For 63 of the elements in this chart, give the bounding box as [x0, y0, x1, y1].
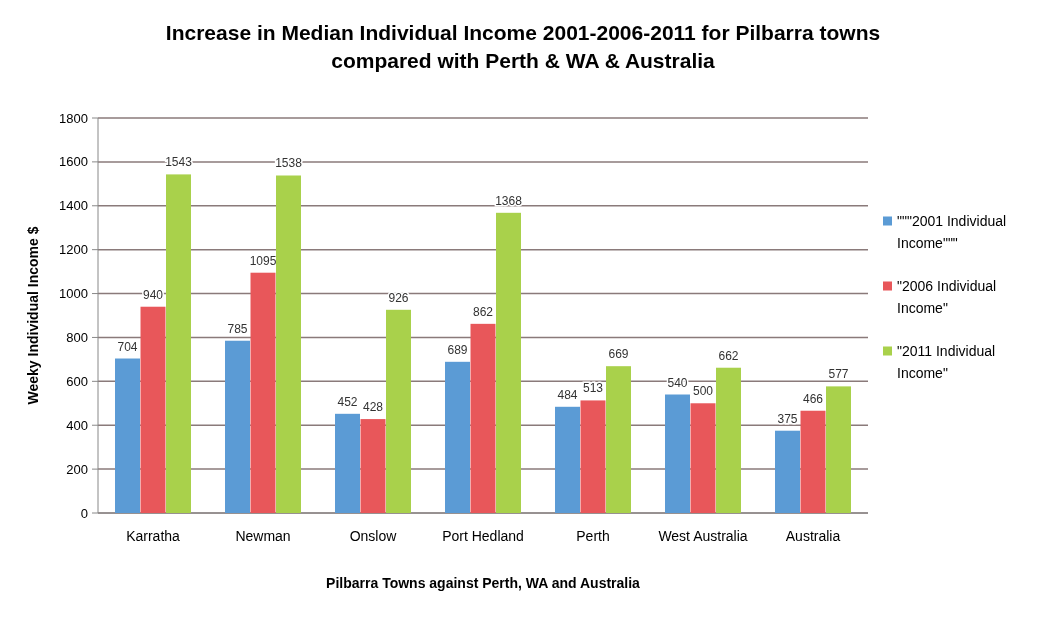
data-label: 704 [117, 339, 138, 354]
data-label: 513 [582, 381, 604, 396]
bar [140, 306, 166, 513]
bar [800, 410, 826, 513]
data-label: 669 [608, 347, 629, 362]
bar [606, 366, 631, 513]
data-label: 452 [337, 394, 358, 409]
data-label: 689 [447, 342, 468, 357]
data-label: 375 [777, 411, 798, 426]
legend-label: "2011 Individual Income" [897, 342, 996, 381]
bar [360, 419, 386, 513]
bar [225, 340, 250, 513]
data-label: 428 [362, 400, 384, 415]
data-label: 926 [388, 290, 409, 305]
data-label: 1543 [165, 155, 193, 170]
bar [775, 430, 800, 513]
y-tick-label: 1600 [59, 154, 88, 170]
y-tick-label: 0 [80, 505, 88, 521]
data-label: 1368 [495, 193, 523, 208]
y-tick-label: 400 [66, 417, 88, 433]
data-label: 500 [692, 384, 714, 399]
bar [386, 309, 411, 513]
y-tick-label: 1800 [59, 110, 88, 126]
bar [665, 394, 690, 513]
x-tick-label: Onslow [349, 528, 398, 544]
bar [250, 272, 276, 513]
y-tick-label: 1200 [59, 242, 88, 258]
bar [580, 400, 606, 513]
data-label: 785 [227, 321, 248, 336]
bar [555, 406, 580, 513]
bar [335, 413, 360, 513]
legend-label: """2001 Individual Income""" [897, 212, 1007, 251]
y-tick-label: 800 [66, 329, 88, 345]
data-label: 466 [802, 391, 824, 406]
x-tick-label: Karratha [126, 528, 181, 544]
data-label: 484 [557, 387, 578, 402]
y-axis-title: Weeky Individual Income $ [25, 226, 41, 405]
x-axis-title: Pilbarra Towns against Perth, WA and Australia [326, 575, 641, 591]
bar [826, 386, 851, 513]
bar [690, 403, 716, 513]
data-label: 1095 [249, 253, 277, 268]
y-tick-label: 1000 [59, 286, 88, 302]
x-tick-label: Newman [235, 528, 291, 544]
bar [166, 174, 191, 513]
data-label: 1538 [275, 156, 303, 171]
bar [716, 367, 741, 513]
y-tick-label: 1400 [59, 198, 88, 214]
y-tick-label: 600 [66, 373, 88, 389]
chart-title: Increase in Median Individual Income 2001-2006-2011 for Pilbarra towns compared with Perth & WA & Australia [165, 21, 881, 72]
x-tick-label: West Australia [658, 528, 748, 544]
x-tick-label: Australia [785, 528, 841, 544]
legend-label: "2006 Individual Income" [897, 277, 997, 316]
x-tick-label: Perth [576, 528, 610, 544]
data-label: 862 [472, 304, 494, 319]
bar [445, 361, 470, 513]
bar [496, 212, 521, 513]
data-label: 577 [828, 367, 849, 382]
y-tick-label: 200 [66, 461, 88, 477]
bar [470, 323, 496, 513]
x-tick-label: Port Hedland [442, 528, 524, 544]
data-label: 662 [718, 348, 739, 363]
bar [115, 358, 140, 513]
bar [276, 175, 301, 513]
